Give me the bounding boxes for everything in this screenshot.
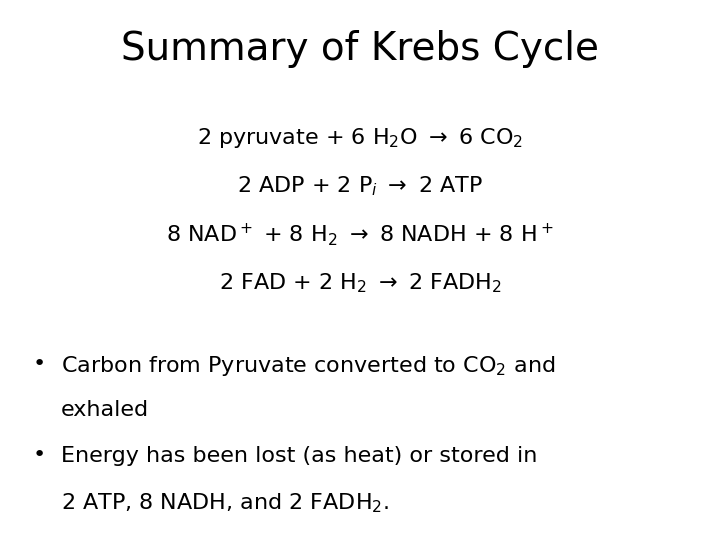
Text: 2 pyruvate + 6 H$_2$O $\rightarrow$ 6 CO$_2$: 2 pyruvate + 6 H$_2$O $\rightarrow$ 6 CO… <box>197 126 523 150</box>
Text: 2 ADP + 2 P$_i$ $\rightarrow$ 2 ATP: 2 ADP + 2 P$_i$ $\rightarrow$ 2 ATP <box>237 174 483 198</box>
Text: Carbon from Pyruvate converted to CO$_2$ and: Carbon from Pyruvate converted to CO$_2$… <box>61 354 556 377</box>
Text: Summary of Krebs Cycle: Summary of Krebs Cycle <box>121 30 599 68</box>
Text: 8 NAD$^+$ + 8 H$_2$ $\rightarrow$ 8 NADH + 8 H$^+$: 8 NAD$^+$ + 8 H$_2$ $\rightarrow$ 8 NADH… <box>166 221 554 248</box>
Text: •: • <box>33 354 46 374</box>
Text: •: • <box>33 446 46 465</box>
Text: exhaled: exhaled <box>61 400 149 420</box>
Text: 2 ATP, 8 NADH, and 2 FADH$_2$.: 2 ATP, 8 NADH, and 2 FADH$_2$. <box>61 491 390 515</box>
Text: Energy has been lost (as heat) or stored in: Energy has been lost (as heat) or stored… <box>61 446 538 465</box>
Text: 2 FAD + 2 H$_2$ $\rightarrow$ 2 FADH$_2$: 2 FAD + 2 H$_2$ $\rightarrow$ 2 FADH$_2$ <box>219 272 501 295</box>
